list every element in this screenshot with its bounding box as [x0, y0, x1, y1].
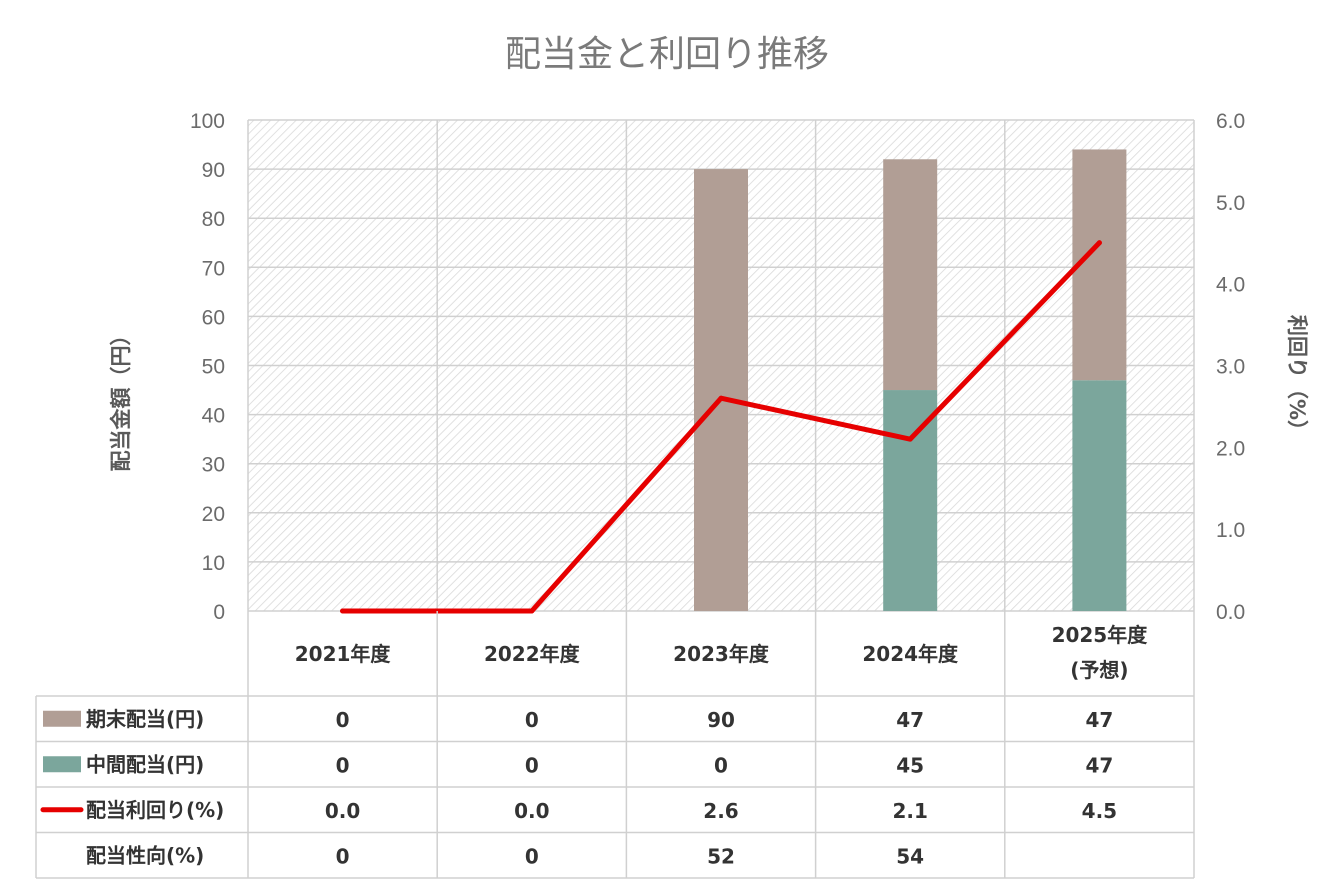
yield-line-layer — [340, 240, 1102, 614]
y-tick-label: 50 — [202, 356, 225, 379]
table-row-label: 配当利回り(%) — [86, 798, 224, 822]
y-tick-label: 70 — [202, 257, 225, 280]
table-row-label: 期末配当(円) — [86, 707, 204, 731]
bars — [694, 149, 1127, 611]
yield-point — [907, 436, 913, 442]
table-cell: 47 — [1085, 753, 1113, 777]
y2-tick-label: 4.0 — [1216, 274, 1245, 297]
table-cell: 0.0 — [325, 799, 360, 823]
y-tick-label: 90 — [202, 159, 225, 182]
yield-point — [529, 608, 535, 614]
table-cell: 4.5 — [1082, 799, 1117, 823]
table-cell: 2.6 — [703, 799, 738, 823]
table-cell: 0 — [336, 753, 350, 777]
right-axis-ticks: 0.0 1.0 2.0 3.0 4.0 5.0 6.0 — [1216, 110, 1245, 624]
table-cell: 0 — [525, 708, 539, 732]
y-tick-label: 100 — [190, 110, 225, 133]
legend-swatch — [43, 756, 81, 773]
y2-tick-label: 1.0 — [1216, 519, 1245, 542]
y-tick-label: 0 — [213, 601, 225, 624]
table-row-label: 配当性向(%) — [86, 843, 204, 867]
y-axis-label: 配当金額（円） — [109, 325, 133, 472]
table-cell: 0 — [336, 844, 350, 868]
y2-tick-label: 6.0 — [1216, 110, 1245, 133]
category-label: 2023年度 — [673, 642, 770, 666]
y-tick-label: 10 — [202, 552, 225, 575]
table-row-label: 中間配当(円) — [86, 752, 204, 776]
left-axis-ticks: 0 10 20 30 40 50 60 70 80 90 100 — [190, 110, 225, 624]
interim-dividend-bar — [1072, 380, 1127, 611]
yield-point — [718, 395, 724, 401]
y-tick-label: 80 — [202, 208, 225, 231]
y-tick-label: 20 — [202, 503, 225, 526]
y2-tick-label: 3.0 — [1216, 356, 1245, 379]
table-cell: 2.1 — [892, 799, 927, 823]
table-cell: 90 — [707, 708, 735, 732]
y2-tick-label: 2.0 — [1216, 437, 1245, 460]
category-label: 2025年度 — [1052, 623, 1149, 647]
year-end-dividend-bar — [694, 169, 748, 611]
category-sublabel: (予想) — [1070, 658, 1128, 682]
table-cell: 45 — [896, 753, 924, 777]
category-label: 2022年度 — [484, 642, 581, 666]
y-tick-label: 60 — [202, 306, 225, 329]
y-tick-label: 40 — [202, 405, 225, 428]
table-cell: 0 — [336, 708, 350, 732]
yield-point — [1096, 240, 1102, 246]
interim-dividend-bar — [883, 390, 938, 611]
table-cell: 47 — [896, 708, 924, 732]
table-cell: 0 — [525, 844, 539, 868]
y-tick-label: 30 — [202, 454, 225, 477]
category-label: 2024年度 — [862, 642, 959, 666]
table-cell: 54 — [896, 844, 924, 868]
year-end-dividend-bar — [883, 159, 938, 391]
table-cell: 0 — [525, 753, 539, 777]
legend-swatch — [43, 710, 81, 727]
table-cell: 0 — [714, 753, 728, 777]
y2-axis-label: 利回り（%） — [1285, 315, 1309, 441]
table-cell: 0.0 — [514, 799, 549, 823]
chart-title: 配当金と利回り推移 — [505, 34, 829, 75]
y2-tick-label: 0.0 — [1216, 601, 1245, 624]
table-cell: 52 — [707, 844, 735, 868]
table-cell: 47 — [1085, 708, 1113, 732]
y2-tick-label: 5.0 — [1216, 192, 1245, 215]
data-table: 2021年度 2022年度 2023年度 2024年度 2025年度 (予想) 期末配当(円… — [35, 611, 1195, 879]
yield-point — [340, 608, 346, 614]
category-label: 2021年度 — [295, 642, 392, 666]
